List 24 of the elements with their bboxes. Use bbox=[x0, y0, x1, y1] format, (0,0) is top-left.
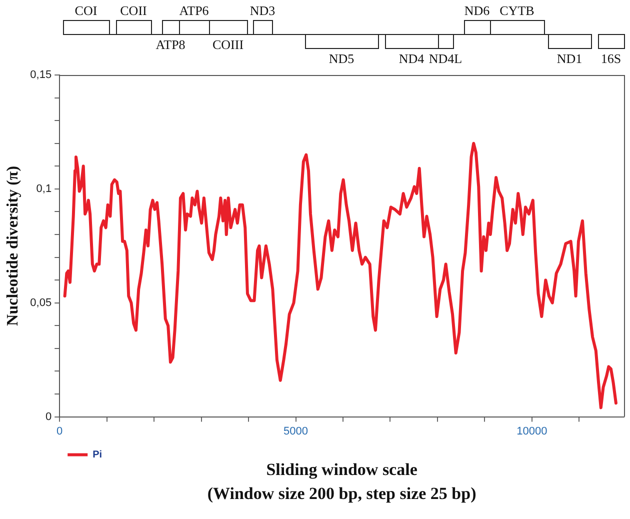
x-tick-label: 5000 bbox=[284, 425, 308, 438]
text: COIII bbox=[212, 37, 244, 52]
text: 16S bbox=[600, 51, 622, 66]
x-axis-title: Sliding window scale bbox=[266, 460, 418, 480]
y-tick-label: 0,15 bbox=[30, 69, 52, 82]
y-axis-title: Nucleotide diversity (π) bbox=[4, 166, 22, 326]
x-tick-label: 0 bbox=[56, 425, 63, 438]
text: ND4 bbox=[398, 51, 424, 66]
text: ND3 bbox=[250, 3, 276, 18]
text: ATP8 bbox=[156, 37, 186, 52]
text: ND6 bbox=[464, 3, 490, 18]
text: ND4L bbox=[428, 51, 462, 66]
legend-label: Pi bbox=[92, 450, 102, 461]
text: COII bbox=[120, 3, 147, 18]
text: COI bbox=[74, 3, 98, 18]
text: ND5 bbox=[328, 51, 354, 66]
text: (Window size 200 bp, step size 25 bp) bbox=[207, 484, 476, 504]
text: ATP6 bbox=[179, 3, 209, 18]
y-tick-label: 0,05 bbox=[30, 296, 52, 309]
y-tick-label: 0,1 bbox=[36, 182, 52, 195]
y-tick-label: 0 bbox=[45, 410, 52, 423]
text: CYTB bbox=[500, 3, 534, 18]
text: ND1 bbox=[556, 51, 582, 66]
x-tick-label: 10000 bbox=[516, 425, 548, 438]
